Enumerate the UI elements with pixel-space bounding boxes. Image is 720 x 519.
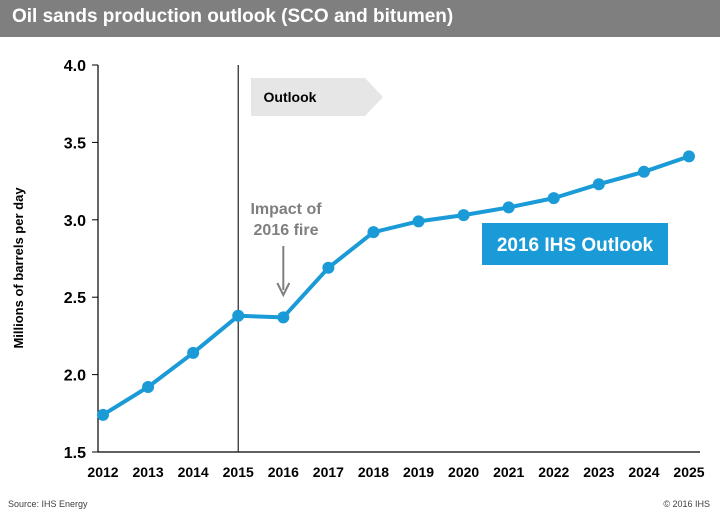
data-point — [412, 215, 425, 228]
data-point — [97, 408, 109, 421]
x-tick-label: 2018 — [358, 464, 389, 480]
x-tick-label: 2016 — [268, 464, 299, 480]
y-axis-title: Millions of barrels per day — [11, 187, 26, 349]
x-tick-label: 2023 — [583, 464, 614, 480]
data-point — [592, 178, 605, 191]
data-point — [547, 192, 560, 205]
data-point — [367, 226, 380, 239]
series-label-box — [482, 223, 668, 265]
data-point — [457, 209, 470, 222]
data-point — [502, 201, 515, 214]
data-point — [187, 346, 200, 359]
x-tick-label: 2012 — [87, 464, 118, 480]
series-line — [101, 154, 690, 417]
data-point — [277, 311, 290, 324]
x-tick-label: 2025 — [673, 464, 704, 480]
data-point — [232, 309, 245, 322]
x-tick-label: 2014 — [178, 464, 209, 480]
y-tick-label: 4.0 — [64, 58, 86, 75]
x-tick-label: 2019 — [403, 464, 434, 480]
chart-title: Oil sands production outlook (SCO and bi… — [12, 6, 454, 27]
source-note: Source: IHS Energy — [8, 499, 88, 509]
x-tick-label: 2017 — [313, 464, 344, 480]
x-tick-label: 2024 — [628, 464, 659, 480]
series-label: 2016 IHS Outlook — [497, 235, 654, 256]
fire-annotation-line2: 2016 fire — [254, 222, 319, 239]
data-point — [683, 150, 695, 163]
y-tick-label: 3.0 — [64, 213, 86, 230]
title-bar: Oil sands production outlook (SCO and bi… — [0, 0, 720, 37]
fire-arrow-head — [276, 282, 291, 298]
y-tick-label: 3.5 — [64, 135, 86, 152]
outlook-arrow-shape — [251, 78, 383, 116]
x-tick-label: 2015 — [223, 464, 254, 480]
fire-annotation-line1: Impact of — [250, 201, 322, 218]
data-point — [322, 261, 335, 274]
outlook-label: Outlook — [264, 89, 317, 105]
x-tick-label: 2021 — [493, 464, 524, 480]
x-tick-label: 2020 — [448, 464, 479, 480]
copyright-note: © 2016 IHS — [663, 499, 710, 509]
y-tick-label: 1.5 — [64, 445, 86, 462]
y-tick-label: 2.0 — [64, 368, 86, 385]
x-tick-label: 2013 — [132, 464, 163, 480]
y-tick-label: 2.5 — [64, 290, 86, 307]
data-point — [637, 165, 650, 178]
x-tick-label: 2022 — [538, 464, 569, 480]
data-point — [142, 380, 155, 393]
